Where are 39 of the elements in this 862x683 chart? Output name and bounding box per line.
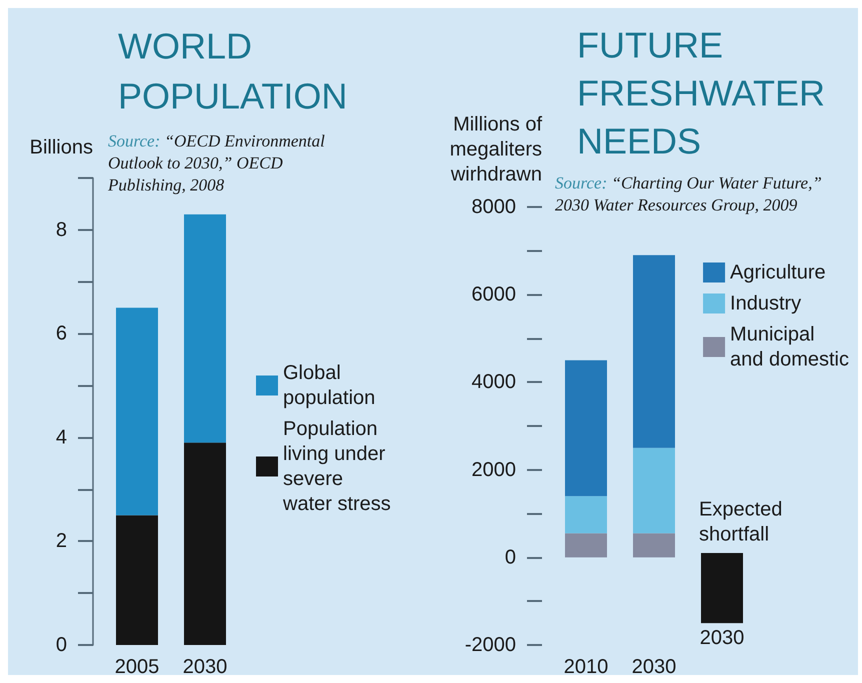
x-tick-label: 2010 — [564, 656, 608, 678]
y-tick-label: 6000 — [472, 284, 516, 306]
y-tick-label: 8000 — [472, 196, 516, 218]
bar — [565, 360, 607, 496]
x-tick-label: 2030 — [700, 627, 744, 650]
x-tick-label: 2030 — [632, 656, 676, 678]
legend-label: Industry — [730, 292, 802, 314]
legend-label: Agriculture — [730, 262, 826, 284]
bar — [633, 448, 675, 534]
chart-title: WORLD POPULATION — [118, 26, 348, 116]
x-tick-label: 2005 — [114, 656, 160, 678]
y-tick-label: 6 — [56, 322, 67, 345]
y-axis-title: Billions — [30, 136, 93, 158]
bar — [701, 553, 743, 624]
y-axis-title: Millions of megaliters wirhdrawn — [450, 114, 542, 186]
bar — [565, 496, 607, 534]
bar — [116, 308, 158, 516]
y-tick-label: 4 — [56, 426, 67, 448]
y-tick-label: 0 — [56, 634, 67, 656]
y-tick-label: 0 — [504, 546, 516, 568]
y-tick-label: -2000 — [464, 634, 516, 656]
legend-label: Municipal and domestic — [730, 324, 850, 370]
y-tick-label: 8 — [56, 218, 67, 241]
bar — [633, 255, 675, 448]
legend-label: Population living under severe water stress — [282, 418, 391, 515]
y-tick-label: 2000 — [472, 458, 516, 481]
annotation: Source: “OECD Environmental Outlook to 2030,” OECD Publishing, 2008 — [107, 132, 326, 194]
x-tick-label: 2030 — [182, 656, 228, 678]
bar — [184, 214, 226, 443]
chart-title: FUTURE FRESHWATER NEEDS — [577, 24, 835, 162]
bar — [116, 515, 158, 645]
y-tick-label: 4000 — [472, 371, 516, 394]
bar — [633, 533, 675, 558]
annotation: Source: “Charting Our Water Future,” 2030 Water Resources Group, 2009 — [555, 174, 822, 214]
y-tick-label: 2 — [56, 530, 67, 552]
bar — [565, 533, 607, 558]
legend-label: Global population — [283, 362, 376, 409]
bar — [184, 442, 226, 645]
series-label: Expected shortfall — [699, 498, 782, 546]
